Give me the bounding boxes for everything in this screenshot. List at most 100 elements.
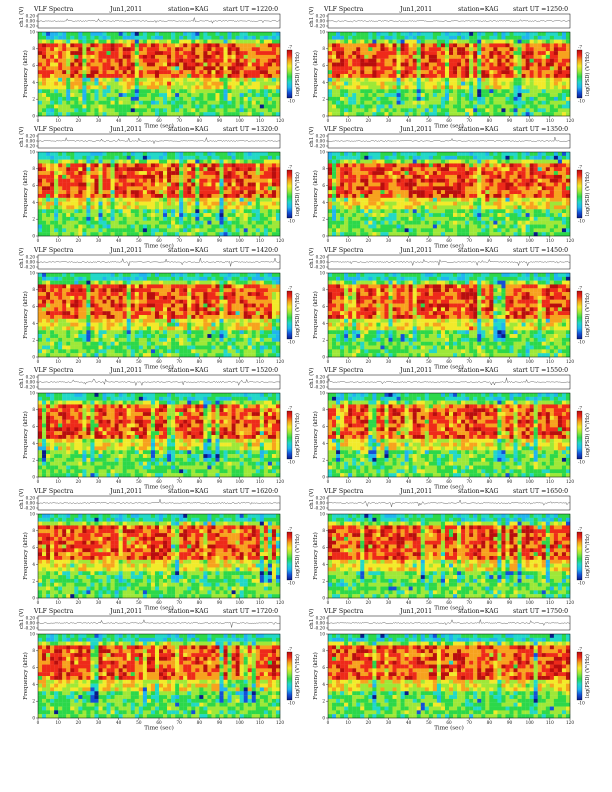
heatmap-cell	[187, 47, 192, 52]
heatmap-cell	[396, 182, 401, 187]
heatmap-cell	[404, 32, 409, 36]
heatmap-cell	[255, 182, 260, 187]
heatmap-cell	[247, 197, 252, 202]
heatmap-cell	[215, 186, 220, 191]
heatmap-cell	[247, 39, 252, 44]
heatmap-cell	[58, 182, 63, 187]
heatmap-cell	[239, 74, 244, 78]
heatmap-cell	[428, 228, 434, 233]
heatmap-cell	[159, 186, 164, 191]
heatmap-cell	[50, 186, 55, 191]
heatmap-cell	[469, 186, 474, 191]
heatmap-cell	[54, 112, 59, 117]
heatmap-cell	[340, 39, 345, 44]
heatmap-cell	[360, 167, 365, 172]
heatmap-cell	[505, 77, 510, 82]
heatmap-cell	[179, 232, 184, 237]
heatmap-cell	[231, 220, 236, 225]
heatmap-cell	[457, 178, 462, 183]
heatmap-cell	[263, 186, 269, 191]
heatmap-cell	[70, 104, 75, 109]
heatmap-cell	[275, 81, 281, 86]
heatmap-cell	[102, 228, 107, 233]
heatmap-cell	[477, 197, 482, 202]
heatmap-cell	[46, 216, 51, 221]
freq-ytick-label: 0	[322, 113, 325, 118]
heatmap-cell	[416, 213, 421, 218]
heatmap-cell	[122, 197, 127, 202]
heatmap-cell	[259, 186, 265, 191]
trace-axis-label: ch1 (V)	[308, 7, 315, 27]
heatmap-cell	[74, 89, 79, 94]
heatmap-cell	[465, 43, 470, 48]
heatmap-cell	[142, 201, 148, 206]
heatmap-cell	[372, 81, 377, 86]
heatmap-cell	[424, 77, 429, 82]
heatmap-cell	[66, 159, 71, 164]
heatmap-cell	[195, 228, 200, 233]
heatmap-cell	[62, 194, 67, 198]
heatmap-cell	[380, 108, 385, 113]
heatmap-cell	[412, 51, 417, 56]
heatmap-cell	[78, 174, 83, 179]
heatmap-cell	[517, 112, 522, 117]
heatmap-cell	[432, 85, 438, 90]
heatmap-cell	[400, 171, 405, 176]
heatmap-cell	[90, 182, 95, 187]
heatmap-cell	[457, 190, 462, 195]
heatmap-cell	[436, 163, 442, 168]
heatmap-cell	[465, 167, 470, 172]
heatmap-cell	[223, 47, 228, 52]
heatmap-cell	[461, 74, 466, 78]
heatmap-cell	[94, 32, 99, 36]
heatmap-cell	[110, 174, 115, 179]
heatmap-cell	[38, 232, 43, 237]
heatmap-cell	[78, 77, 83, 82]
colorbar	[576, 49, 583, 99]
heatmap-cell	[392, 112, 397, 117]
heatmap-cell	[457, 32, 462, 36]
heatmap-cell	[50, 89, 55, 94]
heatmap-cell	[271, 96, 277, 101]
heatmap-cell	[106, 167, 111, 172]
heatmap-cell	[223, 209, 228, 214]
heatmap-cell	[211, 152, 216, 156]
heatmap-cell	[199, 182, 204, 187]
heatmap-cell	[86, 112, 91, 117]
heatmap-cell	[481, 54, 486, 59]
heatmap-cell	[90, 190, 95, 195]
heatmap-cell	[561, 51, 567, 56]
heatmap-cell	[82, 201, 87, 206]
heatmap-cell	[50, 39, 55, 44]
heatmap-cell	[159, 167, 164, 172]
heatmap-cell	[416, 62, 421, 67]
time-xtick-label: 120	[276, 118, 284, 123]
heatmap-cell	[38, 51, 43, 56]
heatmap-cell	[416, 220, 421, 225]
heatmap-cell	[557, 35, 563, 40]
heatmap-cell	[118, 51, 123, 56]
heatmap-cell	[545, 54, 550, 59]
heatmap-cell	[348, 201, 353, 206]
heatmap-cell	[175, 47, 180, 52]
heatmap-cell	[404, 178, 409, 183]
heatmap-cell	[130, 108, 135, 113]
heatmap-cell	[392, 167, 397, 172]
heatmap-cell	[179, 155, 184, 160]
trace-ytick-label: 0.00	[26, 18, 36, 23]
heatmap-cell	[263, 197, 269, 202]
heatmap-cell	[509, 85, 514, 90]
heatmap-cell	[440, 167, 446, 172]
heatmap-cell	[70, 74, 75, 78]
heatmap-cell	[243, 96, 248, 101]
heatmap-cell	[461, 182, 466, 187]
heatmap-cell	[275, 213, 281, 218]
heatmap-cell	[384, 112, 389, 117]
heatmap-cell	[565, 66, 571, 71]
heatmap-cell	[396, 74, 401, 78]
heatmap-cell	[356, 213, 361, 218]
heatmap-cell	[78, 205, 83, 210]
heatmap-cell	[352, 213, 357, 218]
heatmap-cell	[159, 213, 164, 218]
heatmap-cell	[78, 100, 83, 105]
